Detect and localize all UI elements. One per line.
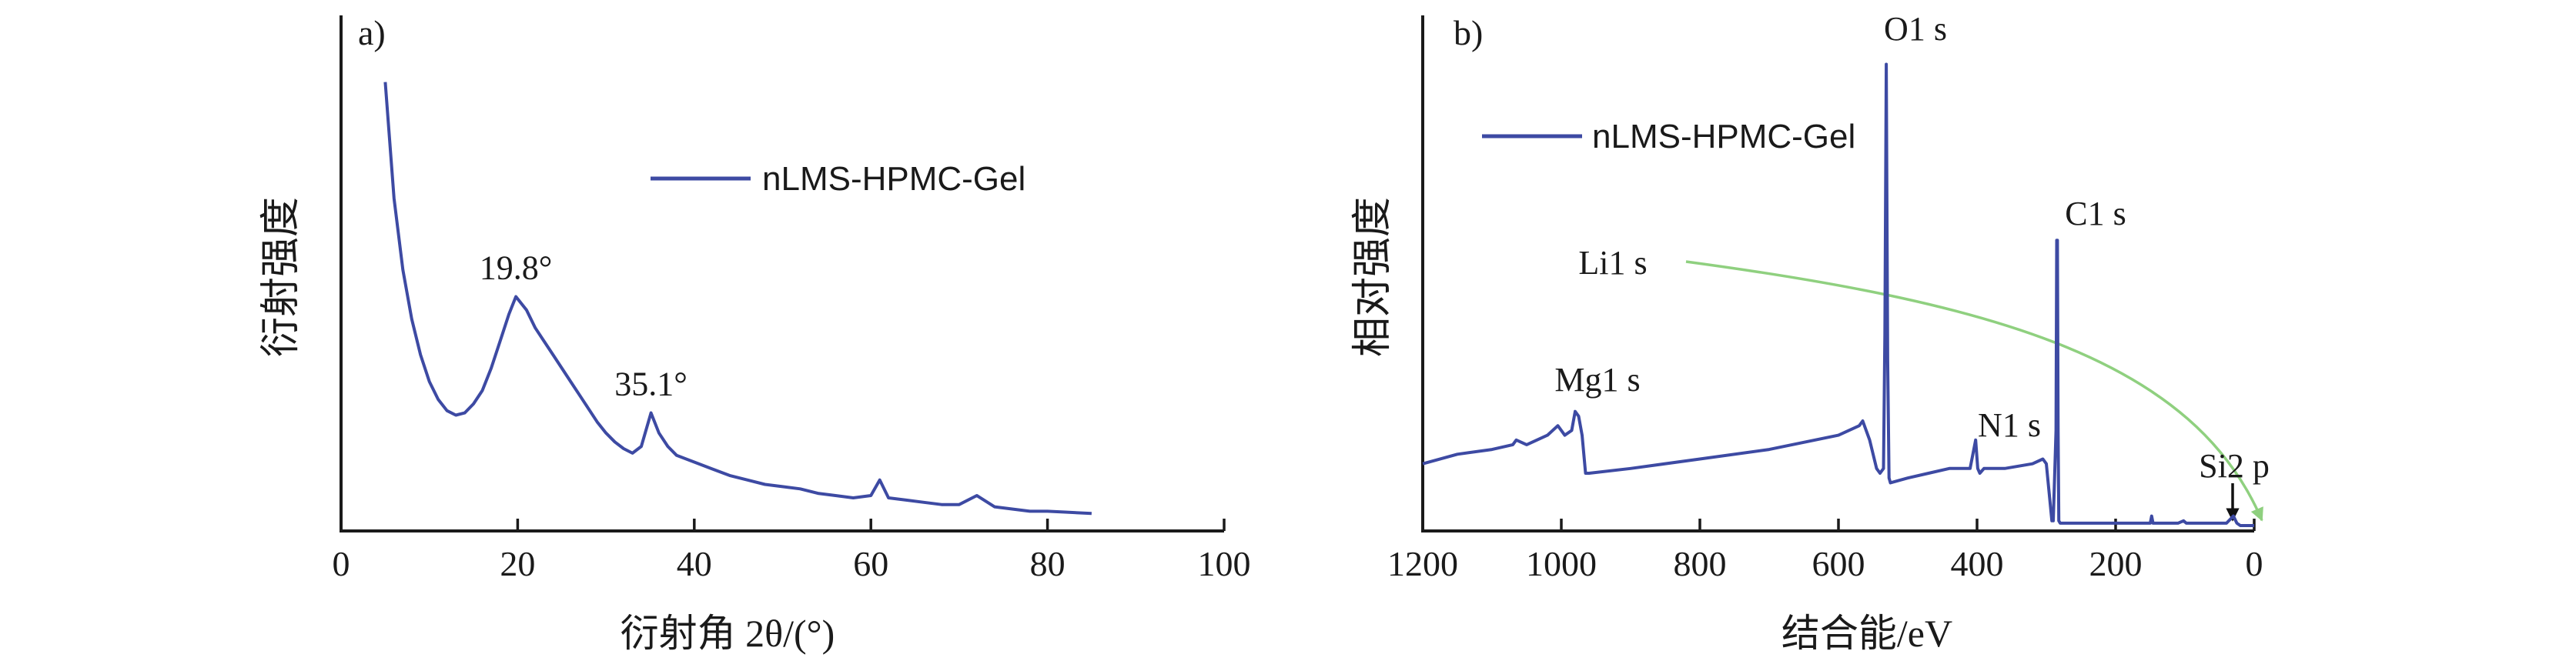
panel-a-annotation-19-8: 19.8° — [480, 249, 553, 286]
panel-a-x-tick-label: 40 — [677, 544, 712, 583]
si2p-label: Si2 p — [2199, 447, 2270, 485]
panel-a-x-tick-labels: 0 20 40 60 80 100 — [333, 544, 1251, 583]
panel-b-axes — [1421, 15, 2256, 532]
panel-b-legend: nLMS-HPMC-Gel — [1482, 118, 1855, 155]
panel-b-x-tick-labels: 1200 1000 800 600 400 200 0 — [1387, 544, 2263, 583]
panel-b-x-tick-label: 1200 — [1387, 544, 1458, 583]
panel-a-x-tick-label: 60 — [853, 544, 888, 583]
panel-a-label: a) — [358, 13, 386, 52]
panel-a-annotation-35-1: 35.1° — [614, 365, 687, 402]
n1s-label: N1 s — [1978, 406, 2041, 444]
panel-b-legend-label: nLMS-HPMC-Gel — [1592, 118, 1855, 155]
panel-a-y-axis-title: 衍射强度 — [259, 197, 303, 357]
panel-a-y-axis-title-group: 衍射强度 — [259, 197, 303, 357]
panel-b-x-tick-label: 600 — [1812, 544, 1865, 583]
panel-a-x-tick-label: 20 — [500, 544, 535, 583]
c1s-label: C1 s — [2065, 195, 2126, 232]
mg1s-label: Mg1 s — [1554, 361, 1640, 399]
panel-a-series-line — [383, 82, 1092, 516]
panel-b-x-tick-label: 400 — [1951, 544, 2004, 583]
panel-b-series-line — [1422, 62, 2254, 527]
panel-b-x-tick-label: 200 — [2089, 544, 2143, 583]
o1s-label: O1 s — [1884, 10, 1947, 48]
panel-b-axis-spine — [1421, 15, 2254, 532]
panel-a-x-axis-title: 衍射角 2θ/(°) — [621, 612, 835, 655]
panel-a-legend: nLMS-HPMC-Gel — [651, 160, 1025, 198]
panel-a-legend-label: nLMS-HPMC-Gel — [762, 160, 1025, 198]
panel-a-axes — [340, 15, 1226, 532]
panel-a-axis-spine — [340, 15, 1224, 532]
panel-a-x-tick-label: 0 — [333, 544, 350, 583]
panel-b-x-tick-label: 1000 — [1526, 544, 1597, 583]
li1s-label: Li1 s — [1578, 244, 1647, 282]
panel-b-x-tick-label: 0 — [2246, 544, 2263, 583]
li1s-pointer-arrow — [1685, 260, 2263, 522]
panel-b-x-tick-label: 800 — [1674, 544, 1727, 583]
panel-b-y-axis-title-group: 相对强度 — [1351, 197, 1395, 357]
panel-b-y-axis-title: 相对强度 — [1351, 197, 1395, 357]
panel-a-x-tick-label: 80 — [1030, 544, 1066, 583]
panel-b-label: b) — [1454, 13, 1483, 52]
chart-panel-a: a) 衍射强度 衍射角 2θ/(°) 0 20 40 60 80 100 nLMS-HPM… — [259, 13, 1251, 655]
panel-b-x-axis-title: 结合能/eV — [1781, 612, 1952, 655]
panel-a-x-tick-label: 100 — [1198, 544, 1251, 583]
chart-panel-b: b) 相对强度 结合能/eV 1200 1000 800 600 400 200 0 nLM… — [1351, 10, 2270, 655]
